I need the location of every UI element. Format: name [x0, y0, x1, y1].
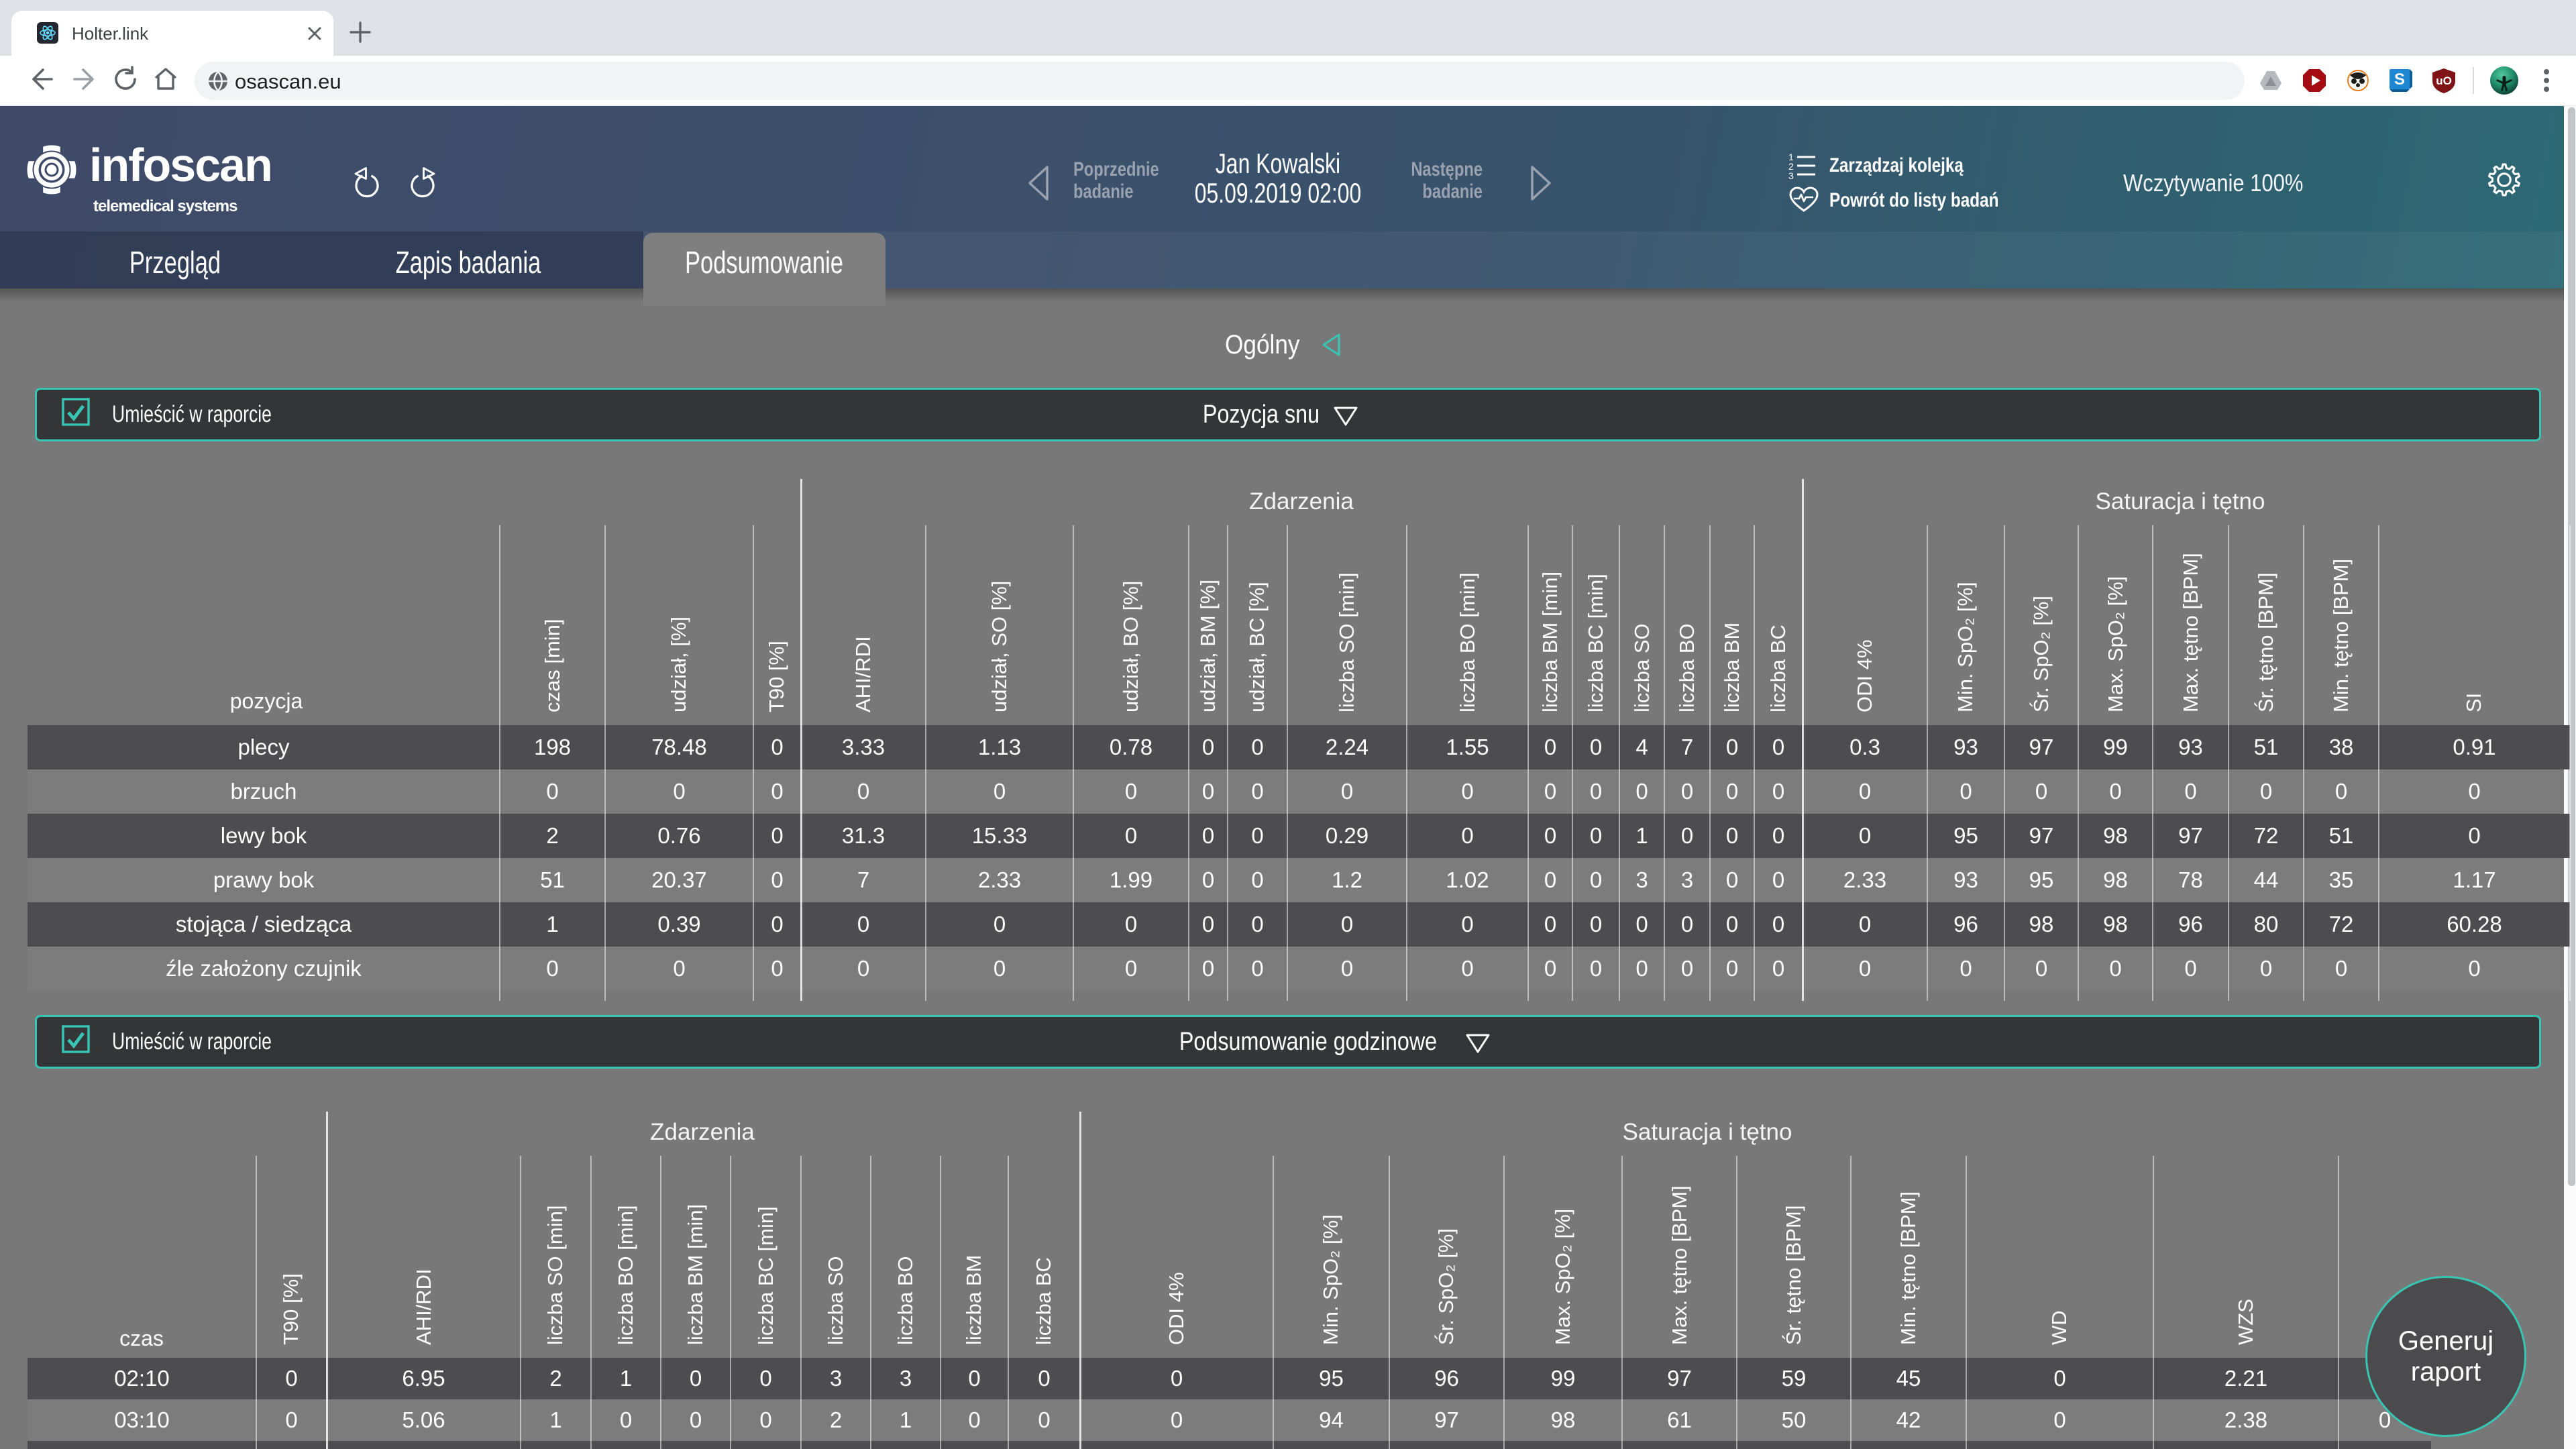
svg-text:S: S — [2394, 70, 2405, 89]
svg-text:3: 3 — [1788, 170, 1794, 180]
svg-text:uO: uO — [2436, 74, 2452, 87]
svg-text:1: 1 — [1788, 153, 1794, 162]
svg-text:2: 2 — [1788, 161, 1794, 172]
